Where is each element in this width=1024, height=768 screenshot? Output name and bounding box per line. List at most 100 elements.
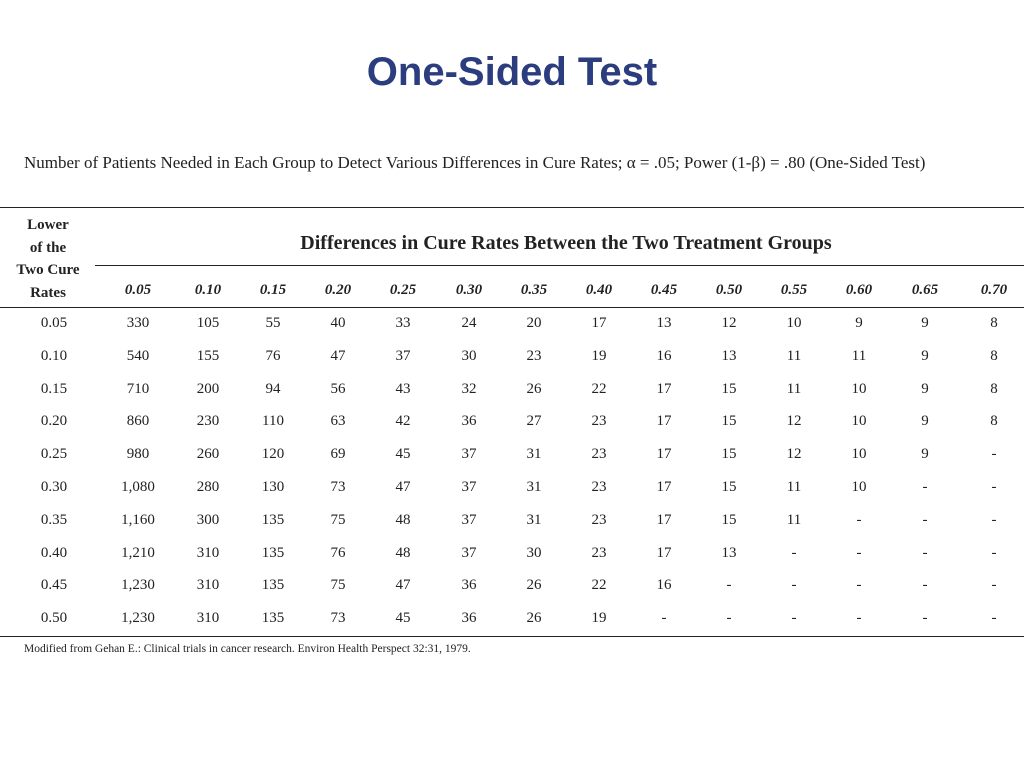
table-cell: 1,230 <box>121 577 155 594</box>
table-cell: 56 <box>330 380 346 397</box>
table-cell: 9 <box>921 413 929 430</box>
table-cell: - <box>661 610 667 627</box>
table-row: 0.15 710 200 94 56 43 32 26 22 17 15 11 10 9 8 <box>0 381 1024 413</box>
table-cell: 9 <box>921 347 929 364</box>
table-caption: Number of Patients Needed in Each Group … <box>24 153 926 172</box>
table-cell: 10 <box>851 380 867 397</box>
table-cell: 26 <box>526 610 542 627</box>
table-cell: - <box>856 577 862 594</box>
table-cell: 15 <box>721 479 737 495</box>
column-header: 0.25 <box>389 282 417 298</box>
table-cell: 23 <box>591 413 607 430</box>
table-cell: 15 <box>721 511 737 528</box>
table-cell: 36 <box>461 610 477 627</box>
table-cell: 12 <box>786 446 802 463</box>
table-cell: 47 <box>330 347 346 364</box>
table-cell: 980 <box>126 446 150 463</box>
table-cell: 8 <box>990 347 998 364</box>
table-cell: 17 <box>656 446 672 463</box>
table-cell: 540 <box>126 347 150 364</box>
table-cell: 280 <box>196 479 220 495</box>
column-header: 0.50 <box>715 282 743 298</box>
header-divider-rule <box>95 265 1024 266</box>
table-cell: 860 <box>126 413 150 430</box>
table-cell: 120 <box>261 446 285 463</box>
column-header: 0.30 <box>455 282 483 298</box>
table-cell: - <box>991 610 997 627</box>
row-header-line: Rates <box>30 284 66 301</box>
table-bottom-rule <box>0 636 1024 637</box>
table-cell: 19 <box>591 347 607 364</box>
table-cell: 11 <box>786 511 802 528</box>
table-cell: 9 <box>855 315 863 331</box>
table-cell: 310 <box>196 544 220 561</box>
table-cell: - <box>991 446 997 463</box>
table-cell: 13 <box>721 544 737 561</box>
table-cell: 26 <box>526 380 542 397</box>
table-cell: 75 <box>330 511 346 528</box>
table-cell: 23 <box>591 446 607 463</box>
column-header: 0.40 <box>585 282 613 298</box>
table-cell: 135 <box>261 511 285 528</box>
table-cell: 22 <box>591 380 607 397</box>
table-row: 0.25 980 260 120 69 45 37 31 23 17 15 12 10 9 - <box>0 446 1024 478</box>
table-cell: 20 <box>526 315 542 331</box>
table-row: 0.45 1,230 310 135 75 47 36 26 22 16 - - - - - <box>0 577 1024 609</box>
column-header: 0.55 <box>780 282 808 298</box>
page-title: One-Sided Test <box>366 50 658 94</box>
table-cell: 48 <box>395 544 411 561</box>
table-cell: - <box>922 479 928 495</box>
table-cell: 42 <box>395 413 411 430</box>
table-cell: 69 <box>330 446 346 463</box>
table-cell: 37 <box>461 479 477 495</box>
row-label: 0.50 <box>40 610 68 627</box>
column-header: 0.45 <box>650 282 678 298</box>
table-cell: 155 <box>196 347 220 364</box>
column-header: 0.35 <box>520 282 548 298</box>
table-cell: 1,160 <box>121 511 155 528</box>
table-cell: 37 <box>461 446 477 463</box>
table-cell: 8 <box>990 380 998 397</box>
table-cell: 75 <box>330 577 346 594</box>
row-header-line: Two Cure <box>16 262 80 278</box>
table-cell: 45 <box>395 610 411 627</box>
table-cell: 11 <box>786 380 802 397</box>
table-cell: 330 <box>126 315 150 331</box>
table-cell: 11 <box>786 347 802 364</box>
table-cell: 17 <box>656 413 672 430</box>
table-cell: 8 <box>990 315 998 331</box>
row-header: Lower of the Two Cure Rates <box>8 214 88 304</box>
row-label: 0.35 <box>40 511 68 528</box>
table-cell: 310 <box>196 610 220 627</box>
table-cell: 10 <box>786 315 802 331</box>
table-cell: 10 <box>851 413 867 430</box>
table-cell: 710 <box>126 380 150 397</box>
row-label: 0.45 <box>40 577 68 594</box>
table-cell: 16 <box>656 347 672 364</box>
table-cell: 16 <box>656 577 672 594</box>
table-cell: 76 <box>265 347 281 364</box>
table-top-rule <box>0 207 1024 208</box>
table-cell: 73 <box>330 610 346 627</box>
table-cell: 40 <box>330 315 346 331</box>
table-cell: 36 <box>461 413 477 430</box>
row-label: 0.20 <box>40 413 68 430</box>
row-label: 0.05 <box>40 315 68 331</box>
table-cell: 17 <box>656 544 672 561</box>
table-cell: 300 <box>196 511 220 528</box>
table-row: 0.10 540 155 76 47 37 30 23 19 16 13 11 11 9 8 <box>0 348 1024 380</box>
table-cell: 230 <box>196 413 220 430</box>
table-cell: 11 <box>851 347 867 364</box>
table-cell: - <box>922 511 928 528</box>
row-header-line: of the <box>29 239 67 256</box>
table-cell: 43 <box>395 380 411 397</box>
table-cell: 13 <box>721 347 737 364</box>
table-cell: - <box>856 511 862 528</box>
table-cell: 26 <box>526 577 542 594</box>
column-header: 0.65 <box>911 282 939 298</box>
table-row: 0.40 1,210 310 135 76 48 37 30 23 17 13 - - - - <box>0 545 1024 577</box>
table-cell: 17 <box>656 479 672 495</box>
table-row: 0.20 860 230 110 63 42 36 27 23 17 15 12 10 9 8 <box>0 413 1024 445</box>
table-cell: 47 <box>395 479 411 495</box>
table-cell: 55 <box>265 315 281 331</box>
